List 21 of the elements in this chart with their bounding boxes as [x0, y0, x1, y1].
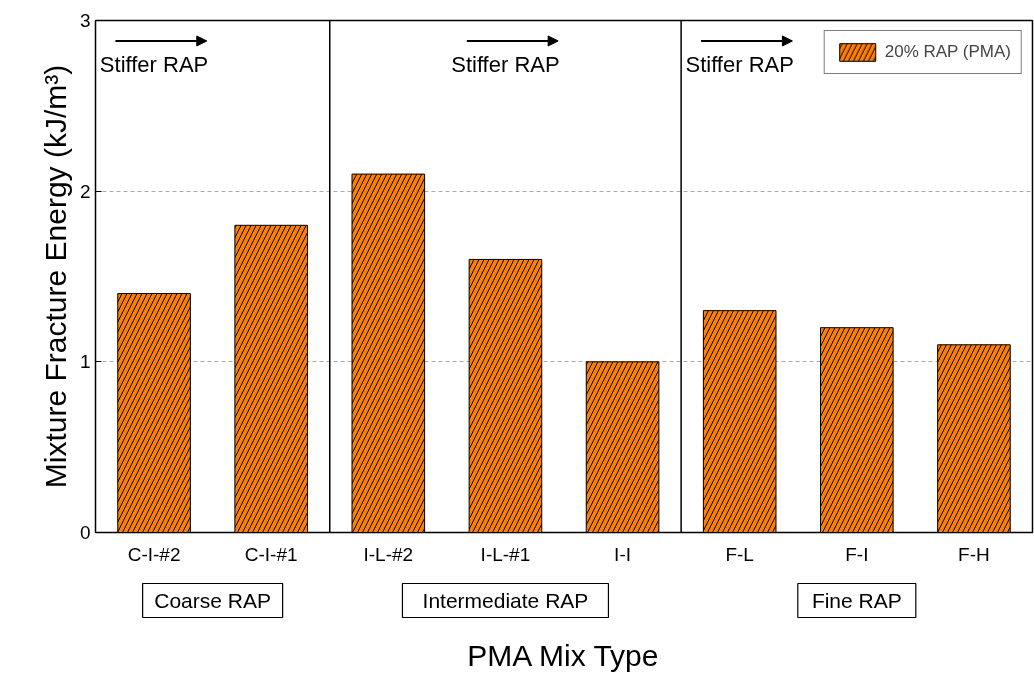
y-axis-title: Mixture Fracture Energy (kJ/m³): [38, 64, 72, 489]
x-tick-label: F-I: [845, 543, 869, 565]
x-tick-label: I-L-#1: [480, 543, 531, 565]
annotation: Stiffer RAP: [451, 51, 560, 77]
annotation: Stiffer RAP: [685, 51, 794, 77]
x-tick-label: F-L: [725, 543, 754, 565]
annotation: Stiffer RAP: [99, 51, 209, 77]
text: Fine RAP: [811, 589, 902, 612]
x-tick-label: I-I: [614, 543, 632, 565]
y-tick-label: 1: [79, 351, 91, 373]
y-tick-label: 3: [79, 10, 91, 31]
text: Intermediate RAP: [422, 589, 589, 612]
text: Coarse RAP: [154, 589, 271, 612]
x-tick-label: I-L-#2: [363, 543, 414, 565]
y-tick-label: 0: [79, 522, 91, 543]
y-tick-label: 2: [79, 180, 91, 202]
x-tick-label: C-I-#2: [127, 543, 181, 565]
x-axis-title: PMA Mix Type: [467, 639, 659, 672]
legend-label: 20% RAP (PMA): [884, 42, 1011, 62]
x-tick-label: F-H: [958, 543, 990, 565]
x-tick-label: C-I-#1: [244, 543, 298, 565]
